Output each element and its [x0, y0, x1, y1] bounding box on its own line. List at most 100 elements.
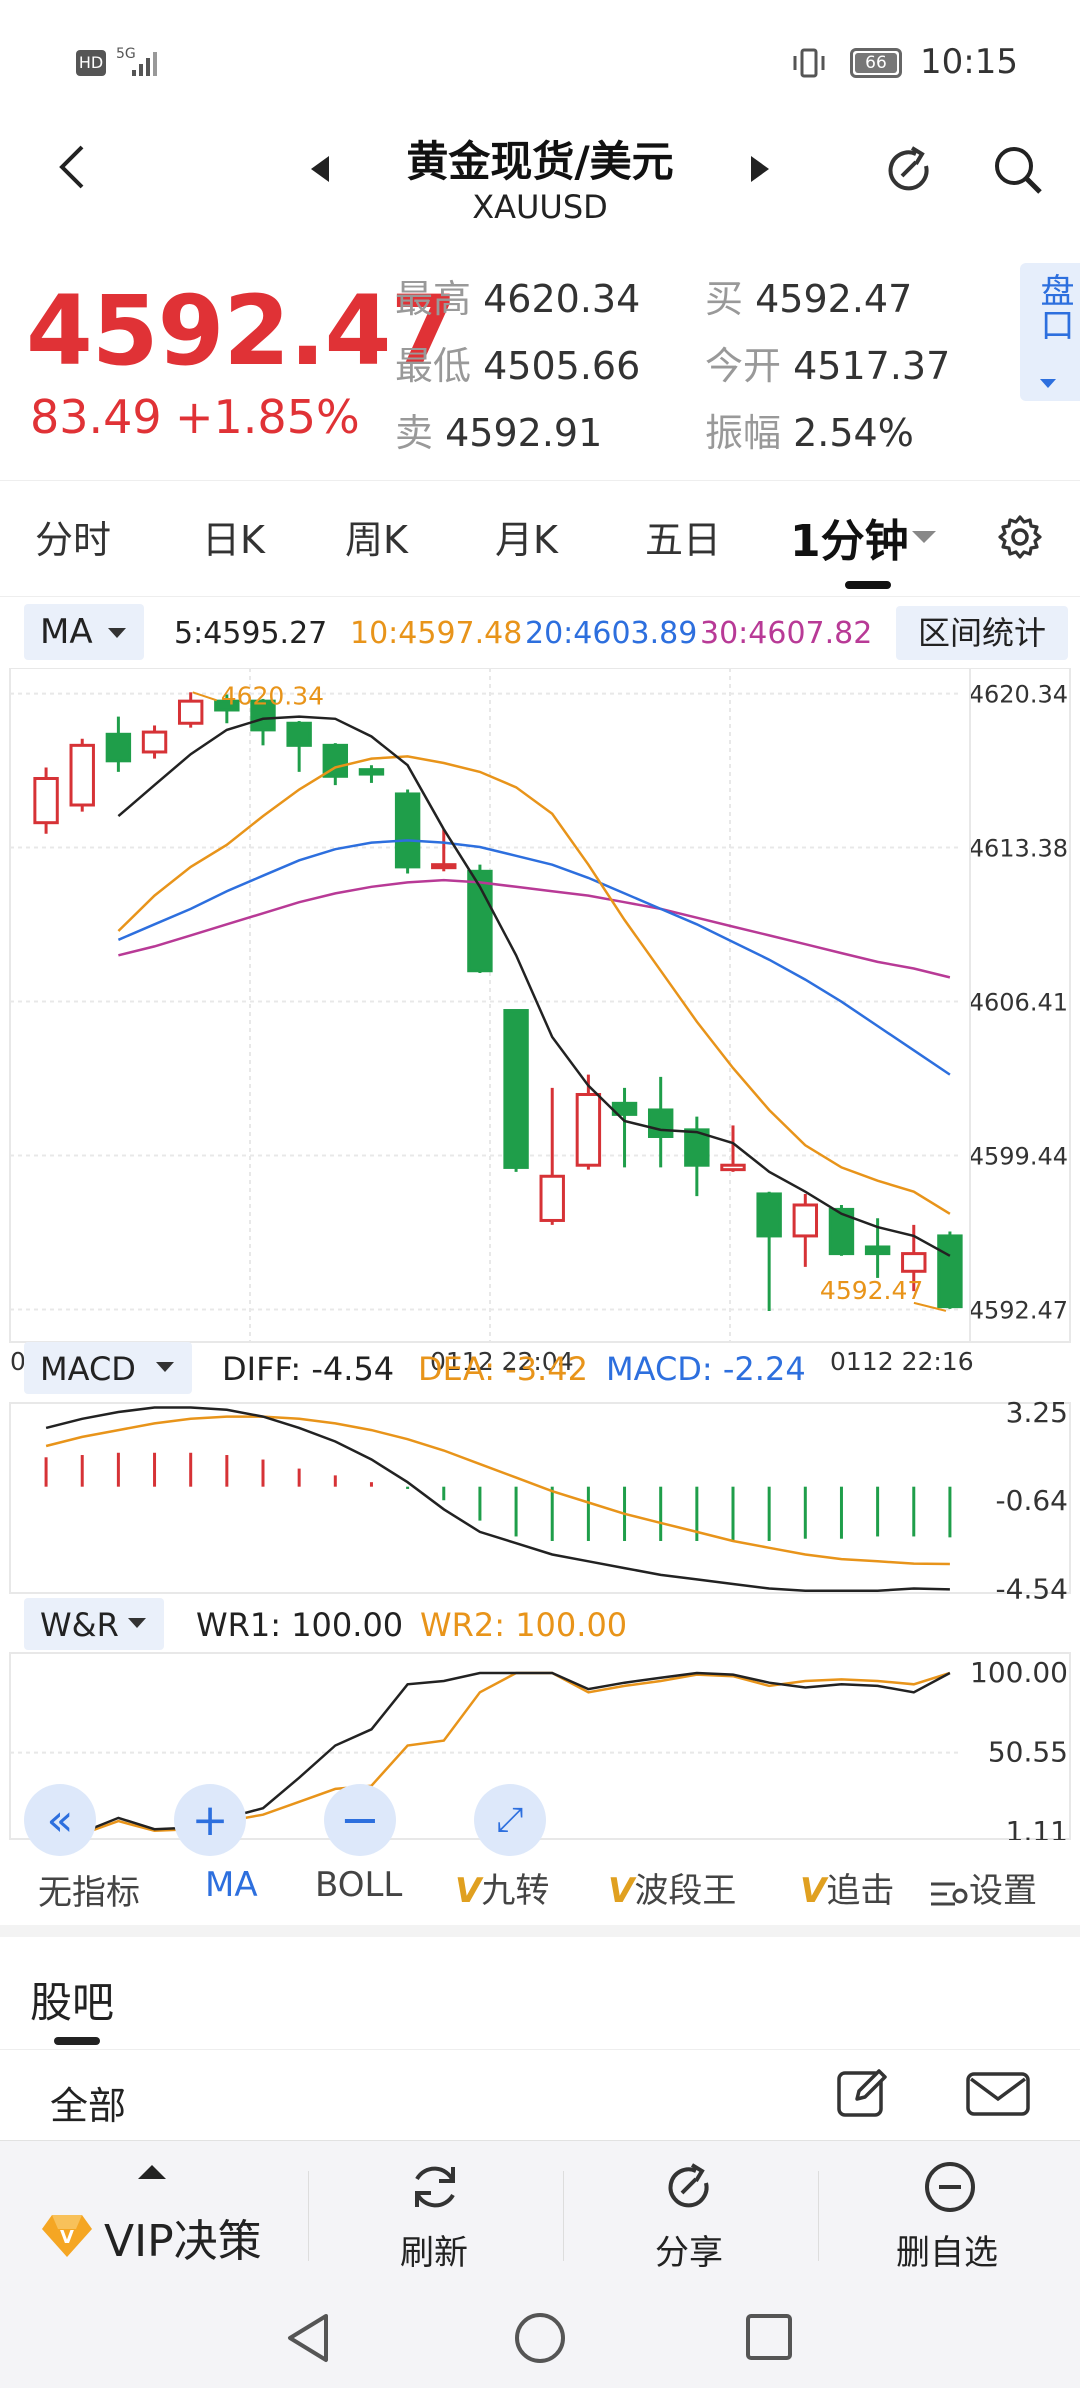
low-row: 最低 4505.66	[395, 335, 640, 390]
high-marker-pointer	[192, 691, 218, 702]
minus-circle-icon	[922, 2159, 978, 2215]
period-tabs: 分时 日K 周K 月K 五日 1分钟	[0, 480, 1080, 597]
ma10-value: 10:4597.48	[350, 616, 523, 651]
tab-monthly-k[interactable]: 月K	[495, 518, 558, 562]
wr-selector[interactable]	[24, 1598, 164, 1650]
settings-gear-icon[interactable]	[996, 513, 1044, 561]
share-button[interactable]: 分享	[650, 2159, 730, 2279]
y-tick-label: 4592.47	[969, 1297, 1068, 1325]
divider	[563, 2171, 564, 2261]
guba-title[interactable]: 股吧	[30, 1978, 115, 2027]
price-panel-frame	[9, 668, 1071, 1343]
low-value: 4505.66	[483, 344, 641, 388]
prev-stock-icon[interactable]	[305, 154, 335, 184]
amplitude-value: 2.54%	[793, 411, 914, 455]
indicator-zhuiji[interactable]: V追击	[800, 1863, 930, 1912]
ma-selector[interactable]: MA	[24, 604, 144, 660]
tab-fenshi[interactable]: 分时	[35, 518, 112, 562]
candle-down	[647, 1108, 674, 1138]
scroll-left-button[interactable]: «	[24, 1784, 96, 1856]
candle-down	[684, 1128, 710, 1167]
wr-selector-label: W&R	[40, 1606, 119, 1644]
macd-selector[interactable]	[24, 1342, 192, 1394]
tab-daily-k[interactable]: 日K	[202, 518, 265, 562]
candle-up	[69, 743, 95, 807]
zoom-out-button[interactable]: −	[324, 1784, 396, 1856]
share-icon	[662, 2159, 718, 2215]
ma5-line	[117, 715, 951, 1257]
search-icon[interactable]	[990, 142, 1046, 198]
amplitude-label: 振幅	[705, 411, 782, 455]
buy-value: 4592.47	[755, 277, 913, 321]
candle-up	[431, 863, 457, 870]
header: 黄金现货/美元 XAUUSD	[0, 120, 1080, 260]
indicator-boduanwang[interactable]: V波段王	[608, 1863, 736, 1912]
wr1-value: WR1: 100.00	[196, 1606, 403, 1644]
nav-home-icon[interactable]	[512, 2310, 568, 2366]
vip-v-icon: V	[455, 1871, 482, 1911]
zoom-in-button[interactable]: +	[174, 1784, 246, 1856]
indicator-ma[interactable]: MA	[205, 1865, 258, 1905]
macd-diff: DIFF: -4.54	[222, 1350, 394, 1388]
indicator-boll[interactable]: BOLL	[315, 1865, 403, 1905]
refresh-icon	[407, 2159, 463, 2215]
macd-tick-label: -0.64	[996, 1484, 1068, 1517]
nav-back-icon[interactable]	[282, 2310, 334, 2366]
expand-up-icon[interactable]	[138, 2165, 166, 2179]
indicator-jiuzhuan[interactable]: V九转	[455, 1863, 549, 1912]
indicator-none[interactable]: 无指标	[38, 1873, 140, 1913]
indicator-settings-button[interactable]: 设置	[925, 1863, 1037, 1912]
candle-up	[141, 730, 168, 754]
wr-caret-icon	[128, 1618, 146, 1628]
plus-icon: +	[191, 1794, 229, 1846]
indicator-jiuzhuan-label: 九转	[481, 1871, 550, 1911]
buy-label: 买	[705, 277, 744, 321]
vip-v-icon: V	[608, 1871, 635, 1911]
tab-1min[interactable]: 1分钟	[790, 516, 909, 567]
vibrate-icon	[792, 48, 826, 78]
candle-down	[864, 1245, 891, 1256]
vip-v-icon: V	[800, 1871, 827, 1911]
sell-value: 4592.91	[445, 411, 603, 455]
mail-icon[interactable]	[965, 2071, 1031, 2117]
nav-recents-icon[interactable]	[744, 2312, 796, 2364]
page-title: 黄金现货/美元	[406, 137, 674, 186]
ma-selector-label: MA	[40, 612, 93, 652]
tab-1min-caret-icon[interactable]	[912, 531, 936, 543]
compose-icon[interactable]	[835, 2065, 891, 2121]
tab-five-day[interactable]: 五日	[645, 518, 722, 562]
high-marker-label: 4620.34	[221, 681, 324, 710]
vip-decision-button[interactable]: V VIP决策	[40, 2205, 340, 2267]
remove-watchlist-button[interactable]: 删自选	[890, 2159, 1010, 2279]
share-header-icon[interactable]	[882, 142, 938, 198]
ma10-line	[117, 755, 951, 1215]
pankou-button[interactable]: 盘口	[1020, 263, 1080, 401]
bottom-action-bar: V VIP决策 刷新 分享 删自选	[0, 2140, 1080, 2289]
macd-tick-label: 3.25	[1006, 1396, 1068, 1429]
candle-down	[358, 768, 385, 776]
section-divider	[0, 1925, 1080, 1937]
wr-tick-label: 50.55	[988, 1736, 1068, 1769]
battery-level: 66	[855, 53, 897, 73]
buy-row: 买 4592.47	[705, 268, 912, 323]
guba-tab-all[interactable]: 全部	[50, 2084, 127, 2128]
candle-down	[105, 732, 132, 763]
candle-up	[720, 1163, 746, 1172]
macd-macd: MACD: -2.24	[606, 1350, 806, 1388]
candle-down	[322, 743, 349, 778]
refresh-button[interactable]: 刷新	[395, 2159, 475, 2279]
back-icon[interactable]	[52, 142, 92, 192]
amplitude-row: 振幅 2.54%	[705, 402, 914, 457]
pankou-caret-icon	[1040, 379, 1056, 388]
tab-weekly-k[interactable]: 周K	[345, 518, 408, 562]
network-5g-label: 5G	[116, 46, 136, 62]
remove-watchlist-label: 删自选	[896, 2233, 998, 2273]
refresh-label: 刷新	[400, 2233, 468, 2273]
high-value: 4620.34	[483, 277, 641, 321]
settings-list-icon	[929, 1878, 969, 1908]
divider	[0, 2049, 1080, 2050]
next-stock-icon[interactable]	[745, 154, 775, 184]
candle-up	[539, 1174, 565, 1222]
range-stat-button[interactable]: 区间统计	[896, 606, 1068, 660]
fullscreen-button[interactable]: ⤢	[474, 1784, 546, 1856]
